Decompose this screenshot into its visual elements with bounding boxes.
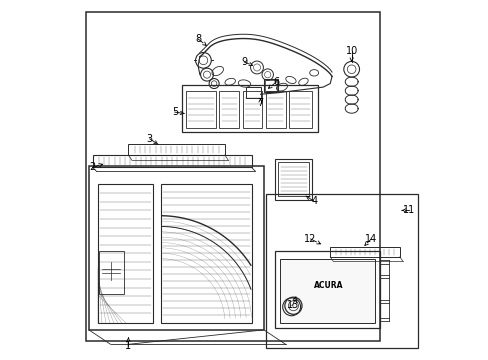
Bar (264, 79, 277, 93)
Bar (185, 91, 216, 128)
Bar (128, 144, 224, 155)
Bar (242, 91, 262, 128)
Bar (98, 184, 153, 323)
Bar (89, 166, 264, 330)
Text: 5: 5 (171, 107, 178, 117)
Bar (329, 247, 399, 257)
Text: 13: 13 (286, 300, 298, 310)
Text: 7: 7 (257, 98, 263, 108)
Text: 6: 6 (273, 77, 279, 87)
Bar (264, 80, 276, 91)
Text: 3: 3 (146, 134, 153, 144)
Bar (265, 194, 417, 348)
Bar (246, 87, 260, 98)
Text: ACURA: ACURA (313, 281, 343, 290)
Text: 11: 11 (402, 205, 414, 215)
Text: 12: 12 (304, 234, 316, 244)
Bar (160, 184, 251, 323)
Bar (278, 162, 308, 196)
Bar (182, 85, 317, 132)
Bar (288, 91, 312, 128)
Bar (274, 251, 380, 328)
Text: 1: 1 (125, 341, 131, 351)
Text: 8: 8 (195, 34, 201, 44)
Text: 10: 10 (345, 46, 357, 57)
Text: 14: 14 (365, 234, 377, 244)
Bar (280, 258, 374, 323)
Bar (85, 12, 380, 341)
Text: 4: 4 (310, 197, 317, 206)
Bar (93, 155, 251, 167)
Text: 2: 2 (89, 162, 96, 172)
Bar (274, 158, 312, 200)
Bar (219, 91, 239, 128)
Bar (265, 91, 285, 128)
Bar (99, 251, 123, 294)
Text: H: H (289, 304, 293, 309)
Text: 9: 9 (241, 57, 247, 67)
